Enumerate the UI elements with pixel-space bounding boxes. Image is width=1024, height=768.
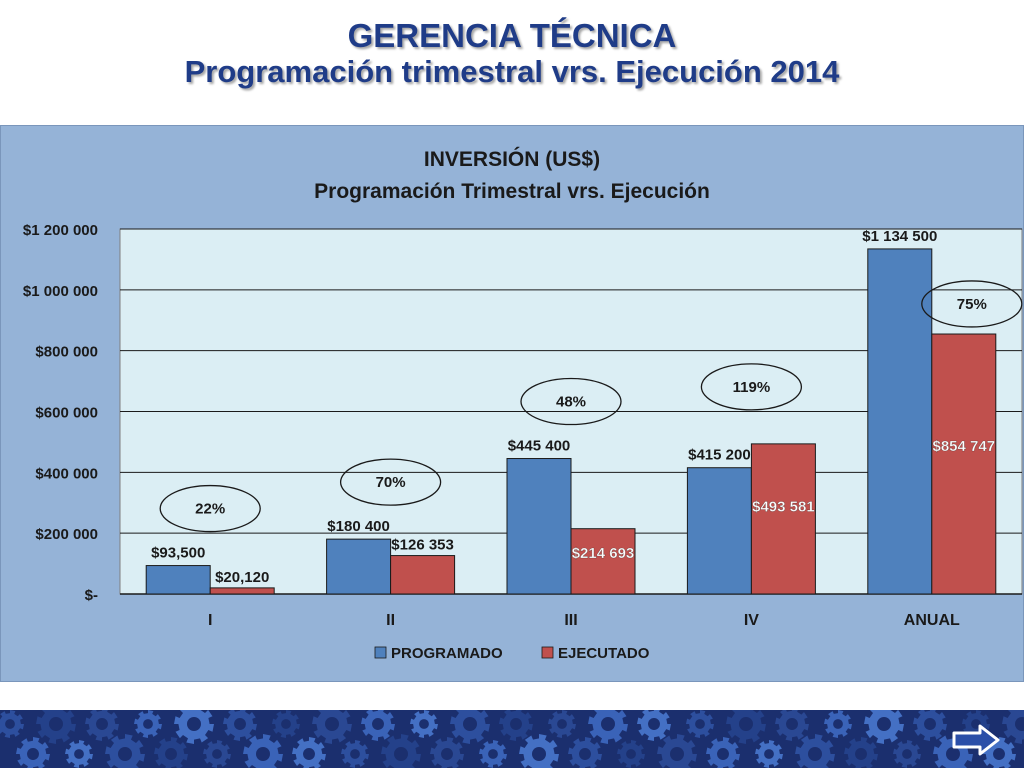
bar-ejecutado (931, 333, 997, 595)
slide-title-line1: GERENCIA TÉCNICA (347, 17, 677, 54)
data-label-ejecutado: $854 747 (933, 438, 996, 455)
data-label-ejecutado: $493 581 (752, 498, 815, 515)
gear-hole (5, 719, 15, 729)
gear-hole (808, 747, 822, 761)
gear-hole (993, 748, 1005, 760)
x-tick-label: ANUAL (904, 612, 960, 629)
gear-hole (971, 719, 981, 729)
slide-title: GERENCIA TÉCNICA Programación trimestral… (0, 18, 1024, 90)
bar-ejecutado (570, 528, 636, 595)
x-tick-label: III (564, 612, 577, 629)
legend-label-programado: PROGRAMADO (391, 645, 503, 662)
gear-hole (764, 749, 774, 759)
y-tick-label: $600 000 (35, 405, 98, 422)
gear-hole (49, 717, 63, 731)
gear-hole (946, 747, 960, 761)
gear-hole (212, 749, 222, 759)
gear-hole (303, 748, 315, 760)
gear-hole (670, 747, 684, 761)
investment-bar-chart: INVERSIÓN (US$) Programación Trimestral … (23, 147, 1023, 662)
percentage-label: 22% (195, 501, 225, 518)
gear-hole (394, 747, 408, 761)
percentage-label: 119% (733, 379, 771, 396)
gear-hole (510, 718, 522, 730)
x-tick-label: II (386, 612, 395, 629)
chart-title: INVERSIÓN (US$) (424, 147, 600, 171)
legend-swatch-ejecutado (541, 646, 554, 659)
data-label-programado: $180 400 (327, 518, 390, 535)
gear-hole (234, 718, 246, 730)
gear-hole (325, 717, 339, 731)
bar-programado (506, 458, 572, 595)
data-label-programado: $93,500 (151, 545, 205, 562)
gear-hole (27, 748, 39, 760)
chart-subtitle: Programación Trimestral vrs. Ejecución (314, 180, 710, 203)
percentage-ellipse (520, 377, 622, 426)
bar-programado (145, 565, 211, 595)
y-tick-label: $- (85, 587, 98, 604)
gear-hole (118, 747, 132, 761)
gear-hole (187, 717, 201, 731)
gear-hole (532, 747, 546, 761)
percentage-ellipse (921, 280, 1023, 328)
legend-swatch-programado (374, 646, 387, 659)
gear-hole (786, 718, 798, 730)
gear-hole (281, 719, 291, 729)
gear-hole (1015, 717, 1024, 731)
gear-hole (739, 717, 753, 731)
gear-hole (256, 747, 270, 761)
y-tick-label: $1 000 000 (23, 283, 98, 300)
gear-hole (648, 718, 660, 730)
y-tick-label: $800 000 (35, 344, 98, 361)
right-arrow-icon[interactable] (952, 724, 1000, 756)
gear-hole (626, 749, 636, 759)
gear-hole (96, 718, 108, 730)
data-label-ejecutado: $126 353 (391, 537, 454, 554)
gear-hole (717, 748, 729, 760)
x-tick-label: IV (744, 612, 759, 629)
gear-hole (441, 748, 453, 760)
gear-hole (463, 717, 477, 731)
gear-hole (74, 749, 84, 759)
percentage-ellipse (700, 363, 803, 411)
percentage-ellipse (159, 484, 261, 533)
gear-hole (557, 719, 567, 729)
data-label-programado: $1 134 500 (862, 228, 937, 245)
x-tick-label: I (208, 612, 212, 629)
percentage-ellipse (339, 458, 442, 506)
gear-hole (350, 749, 360, 759)
y-tick-label: $400 000 (35, 465, 98, 482)
data-label-programado: $445 400 (508, 438, 571, 455)
gear-hole (419, 719, 429, 729)
gear-hole (601, 717, 615, 731)
bar-programado (326, 538, 392, 595)
bar-ejecutado (209, 587, 275, 595)
percentage-label: 48% (556, 394, 586, 411)
footer-gear-band (0, 710, 1024, 768)
gear-hole (877, 717, 891, 731)
y-tick-label: $200 000 (35, 526, 98, 543)
gear-hole (579, 748, 591, 760)
gear-hole (833, 719, 843, 729)
percentage-label: 75% (957, 296, 987, 313)
gear-hole (372, 718, 384, 730)
gear-hole (924, 718, 936, 730)
gear-hole (165, 748, 177, 760)
gear-hole (143, 719, 153, 729)
data-label-ejecutado: $20,120 (215, 569, 269, 586)
gear-hole (488, 749, 498, 759)
bar-ejecutado (750, 443, 816, 595)
bar-ejecutado (390, 555, 456, 595)
gear-hole (902, 749, 912, 759)
percentage-label: 70% (376, 474, 406, 491)
legend-label-ejecutado: EJECUTADO (558, 645, 650, 662)
slide-title-line2: Programación trimestral vrs. Ejecución 2… (184, 54, 840, 89)
bar-programado (686, 467, 752, 595)
gear-hole (695, 719, 705, 729)
gear-hole (855, 748, 867, 760)
y-tick-label: $1 200 000 (23, 222, 98, 239)
chart-panel: INVERSIÓN (US$) Programación Trimestral … (0, 125, 1024, 682)
data-label-programado: $415 200 (688, 447, 751, 464)
data-label-ejecutado: $214 693 (572, 545, 635, 562)
